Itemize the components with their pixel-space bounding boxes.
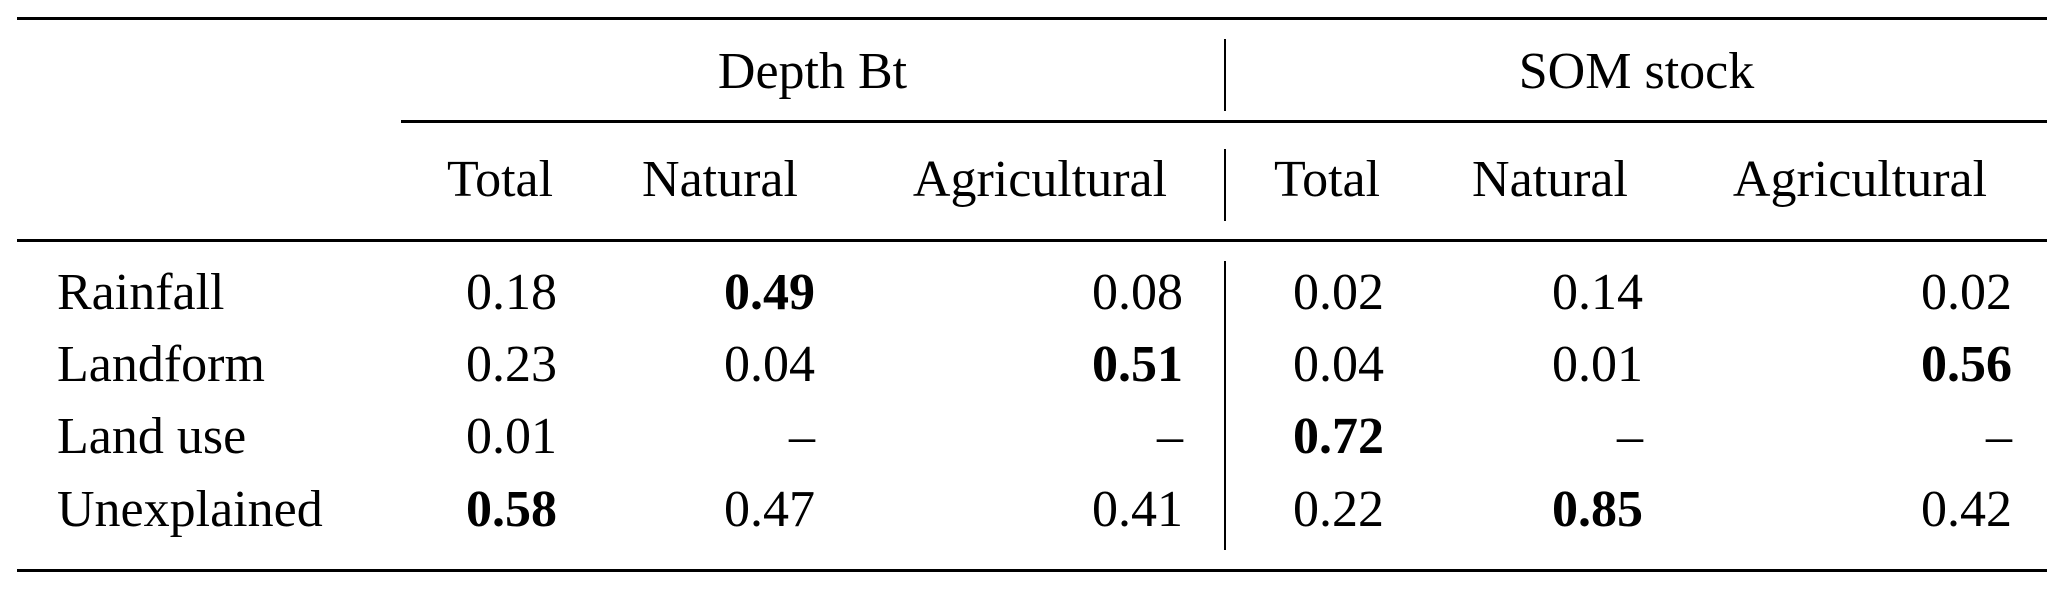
cell-som-total: 0.72 [1293,408,1384,465]
bottom-rule [17,569,2047,572]
subheader-som-total: Total [1273,151,1381,208]
body-separator [1224,261,1226,550]
subheader-depth-agricultural: Agricultural [912,151,1168,208]
cell-depth-total: 0.58 [466,481,557,538]
cell-som-agricultural: 0.56 [1921,336,2012,393]
cell-som-total: 0.22 [1293,481,1384,538]
cell-depth-agricultural: – [1157,408,1183,465]
cell-depth-natural: 0.04 [724,336,815,393]
subheader-depth-total: Total [446,151,554,208]
subheader-som-natural: Natural [1472,151,1628,208]
cell-depth-total: 0.18 [466,264,557,321]
cell-depth-agricultural: 0.51 [1092,336,1183,393]
cell-depth-natural: 0.47 [724,481,815,538]
group-separator [1224,39,1226,111]
row-label: Landform [57,336,265,393]
cell-som-natural: 0.14 [1552,264,1643,321]
subheader-som-agricultural: Agricultural [1732,151,1988,208]
cell-som-natural: – [1617,408,1643,465]
row-label: Unexplained [57,481,323,538]
row-label: Rainfall [57,264,225,321]
cell-depth-natural: – [789,408,815,465]
cell-som-natural: 0.01 [1552,336,1643,393]
cell-depth-total: 0.01 [466,408,557,465]
row-label: Land use [57,408,247,465]
subheader-separator [1224,149,1226,221]
cell-depth-total: 0.23 [466,336,557,393]
group-cmidrule [401,120,2047,123]
cell-som-agricultural: – [1986,408,2012,465]
mid-rule [17,239,2047,242]
top-rule [17,17,2047,20]
subheader-depth-natural: Natural [642,151,798,208]
cell-depth-natural: 0.49 [724,264,815,321]
cell-som-natural: 0.85 [1552,481,1643,538]
cell-som-agricultural: 0.02 [1921,264,2012,321]
cell-som-total: 0.02 [1293,264,1384,321]
cell-depth-agricultural: 0.08 [1092,264,1183,321]
cell-depth-agricultural: 0.41 [1092,481,1183,538]
cell-som-agricultural: 0.42 [1921,481,2012,538]
group-header-som-stock: SOM stock [1518,43,1755,100]
group-header-depth-bt: Depth Bt [717,43,908,100]
cell-som-total: 0.04 [1293,336,1384,393]
